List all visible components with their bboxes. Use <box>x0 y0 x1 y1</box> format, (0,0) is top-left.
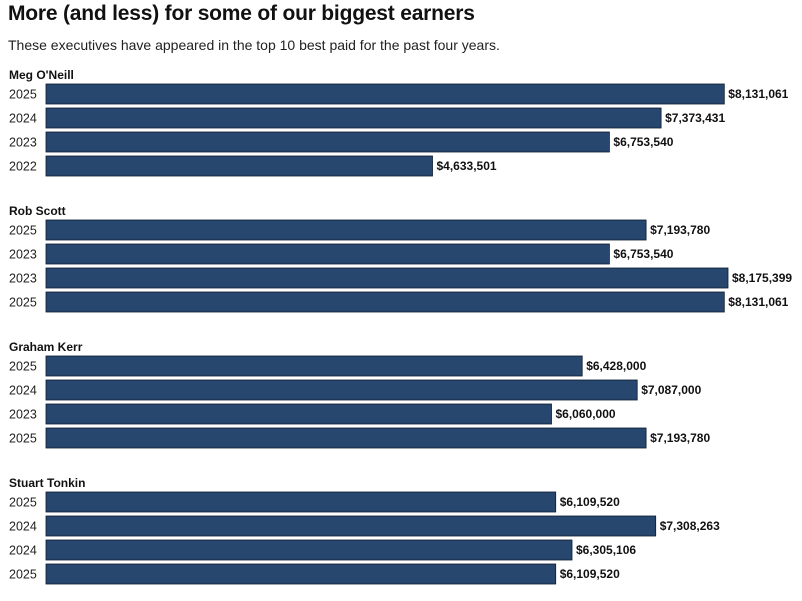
bar <box>45 155 433 177</box>
group-label: Stuart Tonkin <box>9 476 85 490</box>
bar <box>45 291 725 313</box>
value-label: $8,131,061 <box>728 295 788 309</box>
bar <box>45 563 557 585</box>
year-label: 2024 <box>9 383 37 397</box>
bar <box>45 403 552 425</box>
value-label: $6,109,520 <box>560 495 620 509</box>
value-label: $7,308,263 <box>660 519 720 533</box>
year-label: 2024 <box>9 543 37 557</box>
value-label: $6,305,106 <box>576 543 636 557</box>
bar <box>45 355 583 377</box>
bar <box>45 379 638 401</box>
year-label: 2025 <box>9 87 37 101</box>
group-label: Meg O'Neill <box>9 68 74 82</box>
bar <box>45 243 610 265</box>
bar <box>45 219 647 241</box>
year-label: 2025 <box>9 359 37 373</box>
year-label: 2025 <box>9 431 37 445</box>
year-label: 2023 <box>9 407 37 421</box>
value-label: $7,087,000 <box>641 383 701 397</box>
year-label: 2023 <box>9 247 37 261</box>
year-label: 2023 <box>9 271 37 285</box>
value-label: $6,753,540 <box>613 247 673 261</box>
year-label: 2024 <box>9 519 37 533</box>
bar <box>45 539 573 561</box>
value-label: $8,175,399 <box>732 271 792 285</box>
year-label: 2025 <box>9 567 37 581</box>
value-label: $7,373,431 <box>665 111 725 125</box>
year-label: 2025 <box>9 223 37 237</box>
group-label: Graham Kerr <box>9 340 83 354</box>
value-label: $8,131,061 <box>728 87 788 101</box>
bar <box>45 267 729 289</box>
chart-title: More (and less) for some of our biggest … <box>8 2 475 25</box>
year-label: 2023 <box>9 135 37 149</box>
year-label: 2022 <box>9 159 37 173</box>
value-label: $7,193,780 <box>650 431 710 445</box>
value-label: $6,428,000 <box>586 359 646 373</box>
value-label: $6,060,000 <box>556 407 616 421</box>
bar <box>45 515 657 537</box>
bar <box>45 491 557 513</box>
value-label: $4,633,501 <box>437 159 497 173</box>
value-label: $6,109,520 <box>560 567 620 581</box>
group-label: Rob Scott <box>9 204 66 218</box>
year-label: 2025 <box>9 495 37 509</box>
chart-subtitle: These executives have appeared in the to… <box>8 37 500 53</box>
bar <box>45 427 647 449</box>
bar <box>45 131 610 153</box>
value-label: $6,753,540 <box>613 135 673 149</box>
year-label: 2024 <box>9 111 37 125</box>
bar <box>45 107 662 129</box>
value-label: $7,193,780 <box>650 223 710 237</box>
bar <box>45 83 725 105</box>
year-label: 2025 <box>9 295 37 309</box>
